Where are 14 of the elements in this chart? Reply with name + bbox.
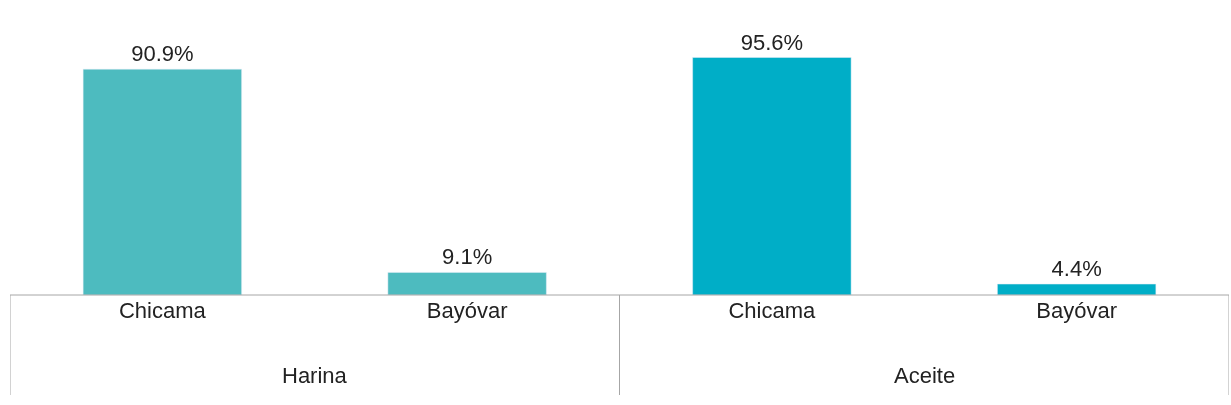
x-tick-label: Chicama bbox=[118, 298, 207, 323]
bar bbox=[692, 57, 852, 295]
x-tick-label: Bayóvar bbox=[426, 298, 508, 323]
x-tick-label: Bayóvar bbox=[1036, 298, 1117, 323]
bar bbox=[82, 68, 242, 295]
bar bbox=[997, 283, 1157, 295]
data-label: 4.4% bbox=[1051, 256, 1102, 282]
bar bbox=[387, 272, 547, 295]
text: Aceite bbox=[894, 363, 956, 388]
data-label: 95.6% bbox=[740, 29, 804, 55]
x-tick-label: Chicama bbox=[728, 298, 817, 323]
data-label: 90.9% bbox=[131, 41, 194, 67]
text: Harina bbox=[282, 363, 348, 388]
data-label: 9.1% bbox=[442, 244, 493, 270]
